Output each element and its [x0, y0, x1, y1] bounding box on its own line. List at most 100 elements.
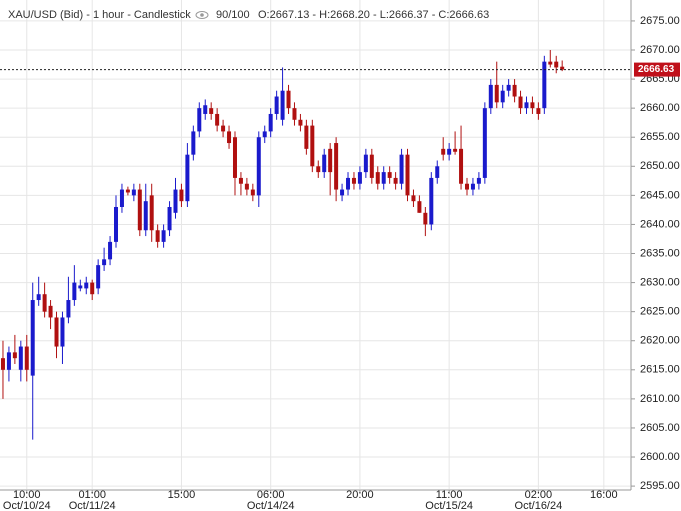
candle-body — [304, 125, 309, 149]
candle-body — [286, 90, 291, 109]
candle-body — [346, 177, 351, 190]
candle-body — [340, 189, 345, 196]
ohlc-value: H:2668.20 - — [319, 9, 380, 21]
candle-body — [542, 61, 547, 109]
y-tick-label: 2625.00 — [640, 306, 680, 318]
y-tick-label: 2605.00 — [640, 422, 680, 434]
ohlc-readout: O:2667.13 - H:2668.20 - L:2666.37 - C:26… — [258, 9, 489, 21]
y-tick-label: 2610.00 — [640, 393, 680, 405]
candle-body — [476, 177, 481, 184]
x-tick-date: Oct/14/24 — [247, 500, 295, 511]
candle-body — [18, 346, 23, 370]
candle-body — [90, 282, 95, 295]
candle-body — [125, 189, 130, 193]
x-tick-date: Oct/11/24 — [69, 500, 116, 511]
y-tick-label: 2635.00 — [640, 247, 680, 259]
candle-body — [554, 61, 559, 68]
candle-body — [179, 189, 184, 202]
x-tick-date: Oct/10/24 — [3, 500, 51, 511]
candle-body — [0, 358, 5, 370]
candle-body — [250, 189, 255, 196]
ohlc-value: O:2667.13 - — [258, 9, 319, 21]
x-tick-label: 16:00 — [590, 489, 618, 501]
candle-body — [209, 108, 214, 114]
candle-body — [256, 137, 261, 196]
candle-body — [322, 154, 327, 173]
candle-body — [548, 61, 553, 65]
x-tick-label: 02:00 — [525, 489, 553, 501]
candle-body — [155, 230, 160, 242]
candle-body — [244, 183, 249, 190]
candle-body — [149, 195, 154, 231]
candle-body — [66, 300, 71, 318]
eye-icon[interactable] — [195, 11, 209, 19]
candle-body — [227, 131, 232, 144]
candle-body — [500, 90, 505, 103]
candle-body — [12, 352, 17, 359]
candle-body — [42, 294, 47, 312]
candle-body — [405, 154, 410, 196]
candle-body — [375, 172, 380, 184]
candle-body — [78, 285, 83, 289]
x-tick-date: Oct/15/24 — [425, 500, 473, 511]
y-tick-label: 2620.00 — [640, 335, 680, 347]
candle-body — [173, 189, 178, 213]
candle-body — [72, 282, 77, 301]
candle-body — [143, 201, 148, 231]
candle-body — [54, 317, 59, 347]
candle-body — [417, 201, 422, 213]
y-tick-label: 2600.00 — [640, 451, 680, 463]
candle-body — [262, 131, 267, 138]
candle-body — [435, 166, 440, 178]
candle-body — [102, 259, 107, 266]
candle-body — [560, 66, 565, 70]
candle-body — [411, 195, 416, 202]
zoom-level: 90/100 — [216, 9, 250, 21]
candle-body — [316, 166, 321, 173]
candle-body — [238, 177, 243, 184]
last-price-label: 2666.63 — [638, 64, 675, 75]
candle-body — [518, 96, 523, 109]
candle-body — [161, 230, 166, 242]
y-tick-label: 2670.00 — [640, 44, 680, 56]
candle-body — [119, 189, 124, 207]
ohlc-value: L:2666.37 - — [380, 9, 439, 21]
candle-body — [274, 96, 279, 114]
candle-body — [30, 300, 35, 376]
candle-body — [369, 154, 374, 178]
x-tick-label: 06:00 — [257, 489, 285, 501]
candle-body — [36, 294, 41, 301]
candle-body — [393, 177, 398, 184]
candle-body — [429, 177, 434, 225]
x-tick-label: 10:00 — [13, 489, 41, 501]
chart-title: XAU/USD (Bid) - 1 hour - Candlestick — [8, 9, 191, 21]
candle-body — [453, 148, 458, 152]
candle-body — [60, 317, 65, 347]
candle-body — [268, 113, 273, 132]
candle-body — [357, 172, 362, 184]
x-tick-label: 01:00 — [78, 489, 106, 501]
y-tick-label: 2595.00 — [640, 480, 680, 492]
candle-body — [351, 177, 356, 184]
candle-body — [280, 90, 285, 120]
candle-body — [48, 305, 53, 318]
candle-body — [464, 183, 469, 190]
candle-body — [292, 108, 297, 120]
candle-body — [310, 125, 315, 167]
candle-body — [131, 189, 136, 196]
y-tick-label: 2640.00 — [640, 218, 680, 230]
x-tick-label: 15:00 — [168, 489, 196, 501]
y-tick-label: 2660.00 — [640, 102, 680, 114]
candle-body — [488, 84, 493, 109]
candle-body — [363, 154, 368, 173]
candle-body — [381, 172, 386, 184]
x-tick-label: 11:00 — [436, 489, 463, 501]
x-tick-label: 20:00 — [346, 489, 374, 501]
candle-body — [530, 102, 535, 109]
candle-body — [441, 148, 446, 155]
candle-body — [24, 346, 29, 370]
candle-body — [108, 241, 113, 260]
candle-body — [185, 154, 190, 202]
